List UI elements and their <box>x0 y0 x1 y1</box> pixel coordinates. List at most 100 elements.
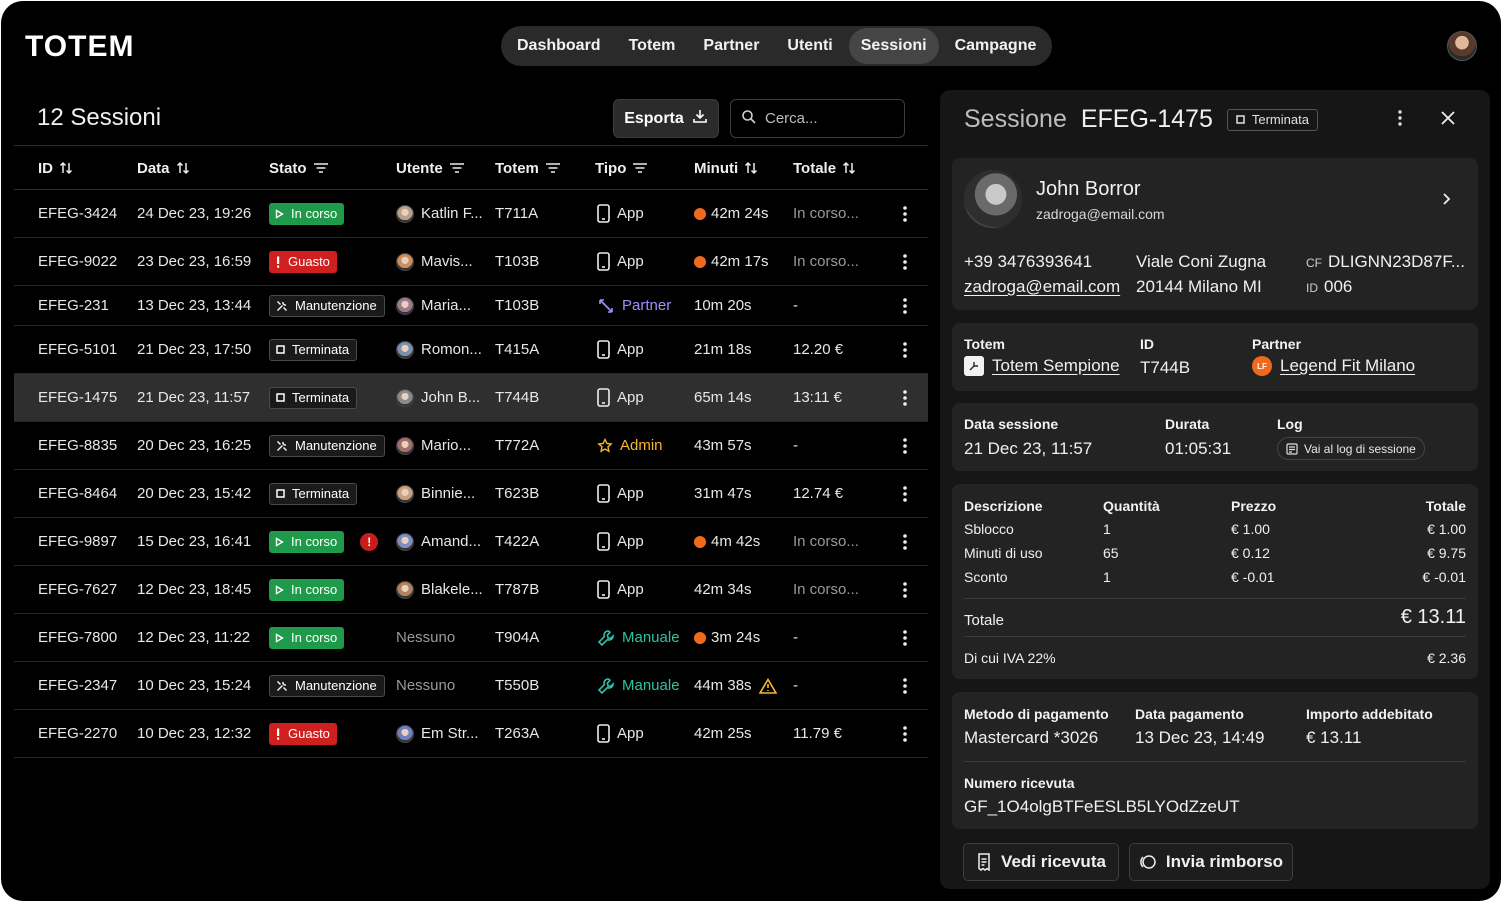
row-menu-button[interactable] <box>902 374 908 421</box>
totem-logo[interactable]: TOTEM <box>25 30 135 63</box>
totem-link[interactable]: Totem Sempione <box>964 356 1120 376</box>
row-menu-button[interactable] <box>902 238 908 285</box>
row-menu-button[interactable] <box>902 662 908 709</box>
column-header-utente[interactable]: Utente <box>396 146 465 190</box>
session-date-value: 21 Dec 23, 11:57 <box>964 439 1093 458</box>
type-cell: Manuale <box>597 662 680 709</box>
play-icon <box>275 208 284 219</box>
table-row[interactable]: EFEG-231 13 Dec 23, 13:44 Manutenzione Mari… <box>14 286 928 326</box>
table-row[interactable]: EFEG-2347 10 Dec 23, 15:24 Manutenzione Nes… <box>14 662 928 710</box>
alert-icon: ! <box>360 532 379 551</box>
row-menu-button[interactable] <box>902 190 908 237</box>
user-avatar[interactable] <box>1447 31 1477 61</box>
type-cell: Partner <box>597 286 671 325</box>
line-price: € 0.12 <box>1231 545 1270 561</box>
row-menu-button[interactable] <box>902 614 908 661</box>
status-badge: Guasto <box>269 722 337 745</box>
row-menu-button[interactable] <box>902 518 908 565</box>
table-row[interactable]: EFEG-2270 10 Dec 23, 12:32 Guasto Em Str...… <box>14 710 928 758</box>
row-menu-button[interactable] <box>902 286 908 325</box>
type-label: Admin <box>620 437 663 454</box>
line-quantity: 65 <box>1103 545 1119 561</box>
user-name: Amand... <box>421 533 482 550</box>
minutes-cell: 42m 24s <box>694 190 769 237</box>
column-header-minuti[interactable]: Minuti <box>694 146 758 190</box>
table-row[interactable]: EFEG-9022 23 Dec 23, 16:59 Guasto Mavis... T… <box>14 238 928 286</box>
open-user-button[interactable] <box>1440 192 1452 211</box>
send-refund-button[interactable]: Invia rimborso <box>1129 843 1293 881</box>
chevron-right-icon <box>1443 193 1451 205</box>
minutes-value: 42m 17s <box>711 253 769 270</box>
session-id: EFEG-8464 <box>38 485 118 502</box>
status-cell: Terminata <box>269 374 358 421</box>
play-icon <box>275 632 284 643</box>
table-row[interactable]: EFEG-8464 20 Dec 23, 15:42 Terminata Binnie… <box>14 470 928 518</box>
minutes-value: 65m 14s <box>694 389 752 406</box>
column-header-data[interactable]: Data <box>137 146 190 190</box>
user-name: Blakele... <box>421 581 483 598</box>
line-price: € 1.00 <box>1231 521 1270 537</box>
row-menu-button[interactable] <box>902 326 908 373</box>
nav-dashboard[interactable]: Dashboard <box>517 37 601 54</box>
table-row[interactable]: EFEG-7800 12 Dec 23, 11:22 In corso Nessuno… <box>14 614 928 662</box>
session-log-button[interactable]: Vai al log di sessione <box>1277 437 1425 460</box>
more-vertical-icon <box>902 581 908 599</box>
table-row[interactable]: EFEG-8835 20 Dec 23, 16:25 Manutenzione Mar… <box>14 422 928 470</box>
table-row[interactable]: EFEG-3424 24 Dec 23, 19:26 In corso Katlin … <box>14 190 928 238</box>
row-menu-button[interactable] <box>902 710 908 757</box>
partner-link[interactable]: LF Legend Fit Milano <box>1252 356 1415 376</box>
nav-sessioni[interactable]: Sessioni <box>848 28 939 64</box>
view-receipt-button[interactable]: Vedi ricevuta <box>963 843 1119 881</box>
nav-totem[interactable]: Totem <box>628 37 676 54</box>
nav-utenti[interactable]: Utenti <box>787 37 833 54</box>
user-name: Nessuno <box>396 629 456 646</box>
cf-label: CF <box>1306 256 1322 270</box>
type-label: App <box>617 581 644 598</box>
status-label: Manutenzione <box>295 678 377 693</box>
row-menu-button[interactable] <box>902 470 908 517</box>
user-phone: +39 3476393641 <box>964 252 1093 271</box>
nav-partner[interactable]: Partner <box>703 37 760 54</box>
column-header-id[interactable]: ID <box>38 146 73 190</box>
nav-campagne[interactable]: Campagne <box>954 37 1037 54</box>
close-panel-button[interactable] <box>1439 109 1457 132</box>
user-cell: Em Str... <box>396 710 479 757</box>
column-header-label: Totale <box>793 159 837 177</box>
table-row[interactable]: EFEG-7627 12 Dec 23, 18:45 In corso Blakele… <box>14 566 928 614</box>
session-id: EFEG-2270 <box>38 725 118 742</box>
partner-logo: LF <box>1252 356 1272 376</box>
column-header-totale[interactable]: Totale <box>793 146 856 190</box>
export-button[interactable]: Esporta <box>613 99 719 138</box>
column-header-totem[interactable]: Totem <box>495 146 561 190</box>
status-cell: Manutenzione <box>269 286 385 325</box>
session-date-label: Data sessione <box>964 416 1059 432</box>
type-cell: App <box>597 710 644 757</box>
sessions-table: ID Data Stato Utente Totem Tipo Minuti Totale E… <box>14 145 928 758</box>
search-input[interactable] <box>765 110 895 127</box>
table-row[interactable]: EFEG-9897 15 Dec 23, 16:41 In corso! Amand.… <box>14 518 928 566</box>
column-header-tipo[interactable]: Tipo <box>595 146 648 190</box>
table-row[interactable]: EFEG-5101 21 Dec 23, 17:50 Terminata Romon.… <box>14 326 928 374</box>
user-name: Maria... <box>421 297 472 314</box>
totem-code: T550B <box>495 677 540 694</box>
detail-more-button[interactable] <box>1392 108 1408 133</box>
total-value: In corso... <box>793 581 859 598</box>
session-detail-panel: Sessione EFEG-1475 Terminata John Borror… <box>940 90 1490 889</box>
session-date: 21 Dec 23, 11:57 <box>137 389 251 406</box>
page-title: 12 Sessioni <box>37 104 162 131</box>
row-menu-button[interactable] <box>902 566 908 613</box>
status-cell: Manutenzione <box>269 662 385 709</box>
session-date: 12 Dec 23, 11:22 <box>137 629 251 646</box>
search-field[interactable] <box>730 99 905 138</box>
status-label: Manutenzione <box>295 298 377 313</box>
session-id: EFEG-1475 <box>38 389 118 406</box>
column-header-stato[interactable]: Stato <box>269 146 329 190</box>
row-menu-button[interactable] <box>902 422 908 469</box>
detail-status-label: Terminata <box>1251 112 1309 127</box>
minutes-cell: 31m 47s <box>694 470 752 517</box>
more-vertical-icon <box>902 725 908 743</box>
user-avatar <box>396 388 414 407</box>
user-email-link[interactable]: zadroga@email.com <box>964 277 1121 296</box>
table-row[interactable]: EFEG-1475 21 Dec 23, 11:57 Terminata John B… <box>14 374 928 422</box>
status-badge: Terminata <box>269 386 358 409</box>
